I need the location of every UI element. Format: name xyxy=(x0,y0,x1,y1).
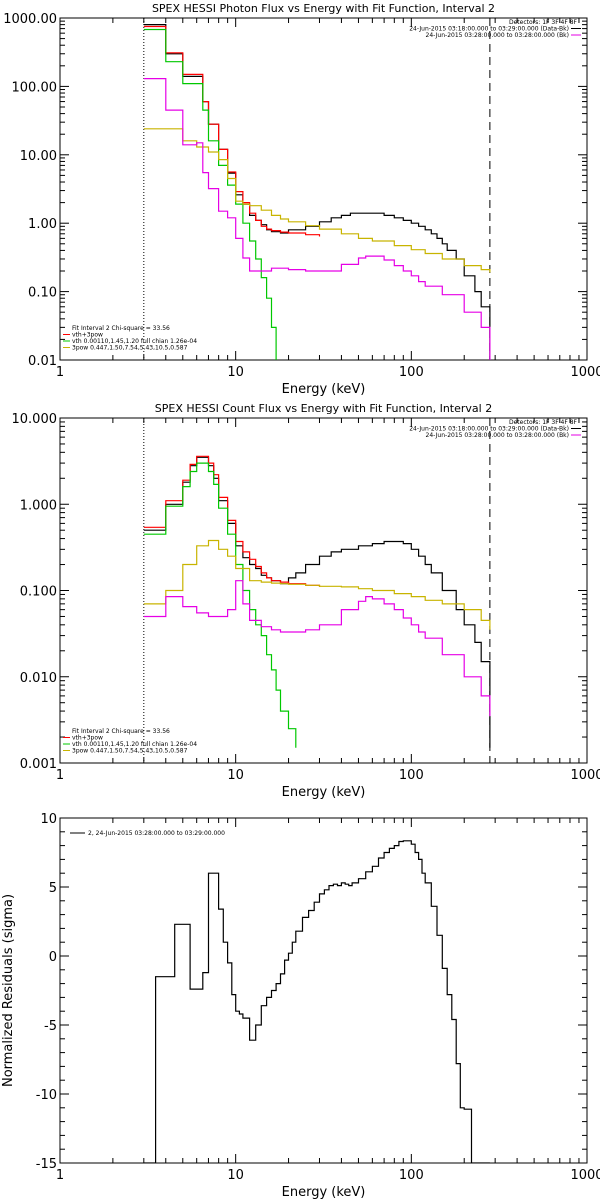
plot-frame xyxy=(59,17,588,361)
x-tick-label: 1000 xyxy=(570,768,600,783)
legend-text: Detectors: 1F 3F 4F 8F xyxy=(509,19,578,26)
y-tick-label: 10.00 xyxy=(20,149,57,164)
x-tick-label: 1 xyxy=(56,1168,64,1183)
series-line-3 xyxy=(143,28,277,360)
series-line-2 xyxy=(143,455,321,587)
series-line-4 xyxy=(143,128,491,273)
y-tick-label: 100.00 xyxy=(12,80,58,95)
legend-text: Fit Interval 2 Chi-square = 33.56 xyxy=(72,325,170,332)
y-tick-label: 10.000 xyxy=(12,412,58,427)
series-line-5 xyxy=(143,580,491,717)
legend-text: vth+3pow xyxy=(72,332,103,339)
x-tick-label: 100 xyxy=(399,768,424,783)
panel-3: 1 10 100 1000 -15 -10 -5 0 5 10 Energy (keV) Normal… xyxy=(1,812,600,1200)
y-tick-label: 10 xyxy=(40,812,57,827)
x-tick-label: 100 xyxy=(399,365,424,380)
legend-text: 2, 24-Jun-2015 03:28:00.000 to 03:29:00.… xyxy=(88,830,225,837)
chart-title: SPEX HESSI Photon Flux vs Energy with Fi… xyxy=(152,2,495,15)
series-line-1 xyxy=(143,456,491,748)
y-tick-label: 0.01 xyxy=(28,354,57,369)
y-tick-label: 1000.00 xyxy=(3,12,57,27)
y-tick-label: 0.100 xyxy=(20,585,57,600)
series-line-4 xyxy=(143,539,491,630)
legend-text: Fit Interval 2 Chi-square = 33.56 xyxy=(72,728,170,735)
chart-title: SPEX HESSI Count Flux vs Energy with Fit… xyxy=(155,402,492,415)
legend-text: vth+3pow xyxy=(72,735,103,742)
x-axis-label: Energy (keV) xyxy=(282,1185,366,1200)
y-tick-label: 1.00 xyxy=(28,217,57,232)
plot-frame xyxy=(59,417,588,764)
x-tick-label: 1000 xyxy=(570,365,600,380)
y-tick-label: -10 xyxy=(36,1088,57,1103)
plot-area xyxy=(143,418,491,763)
y-tick-label: 5 xyxy=(49,881,57,896)
series-line-2 xyxy=(143,25,321,237)
y-tick-label: -5 xyxy=(44,1019,57,1034)
legend-text: 24-Jun-2015 03:28:00.000 to 03:28:00.000… xyxy=(426,32,569,39)
panel-1: SPEX HESSI Photon Flux vs Energy with Fi… xyxy=(3,2,600,397)
y-tick-label: -15 xyxy=(36,1157,57,1172)
y-tick-label: 0.10 xyxy=(28,286,57,301)
legend-text: vth 0.00110,1.45,1.20 full chian 1.26e-0… xyxy=(72,741,197,748)
legend-text: 24-Jun-2015 03:18:00.000 to 03:29:00.000… xyxy=(409,426,569,433)
x-tick-label: 1 xyxy=(56,768,64,783)
x-tick-label: 10 xyxy=(227,365,244,380)
x-tick-label: 100 xyxy=(399,1168,424,1183)
x-tick-label: 10 xyxy=(227,768,244,783)
plot-area xyxy=(143,18,491,360)
y-tick-label: 0.010 xyxy=(20,671,57,686)
legend-text: 3pow 0.447,1.50,7.54,5.43,10.5,0.587 xyxy=(72,748,188,755)
x-axis-label: Energy (keV) xyxy=(282,382,366,397)
x-tick-label: 1000 xyxy=(570,1168,600,1183)
legend-text: 24-Jun-2015 03:28:00.000 to 03:28:00.000… xyxy=(426,432,569,439)
legend-text: vth 0.00110,1.45,1.20 full chian 1.26e-0… xyxy=(72,338,197,345)
legend-text: 24-Jun-2015 03:18:00.000 to 03:29:00.000… xyxy=(409,26,569,33)
legend-text: 3pow 0.447,1.50,7.54,5.43,10.5,0.587 xyxy=(72,345,188,352)
y-tick-label: 0.001 xyxy=(20,757,57,772)
panel-2: SPEX HESSI Count Flux vs Energy with Fit… xyxy=(12,402,600,800)
y-tick-label: 1.000 xyxy=(20,498,57,513)
x-tick-label: 10 xyxy=(227,1168,244,1183)
plot-area xyxy=(143,840,490,1163)
y-tick-label: 0 xyxy=(49,950,57,965)
series-line-1 xyxy=(143,840,490,1163)
y-axis-label: Normalized Residuals (sigma) xyxy=(1,894,16,1087)
series-line-5 xyxy=(143,78,491,360)
series-line-3 xyxy=(143,462,297,748)
x-tick-label: 1 xyxy=(56,365,64,380)
x-axis-label: Energy (keV) xyxy=(282,785,366,800)
plot-frame xyxy=(59,817,588,1164)
legend-text: Detectors: 1F 3F 4F 8F xyxy=(509,419,578,426)
